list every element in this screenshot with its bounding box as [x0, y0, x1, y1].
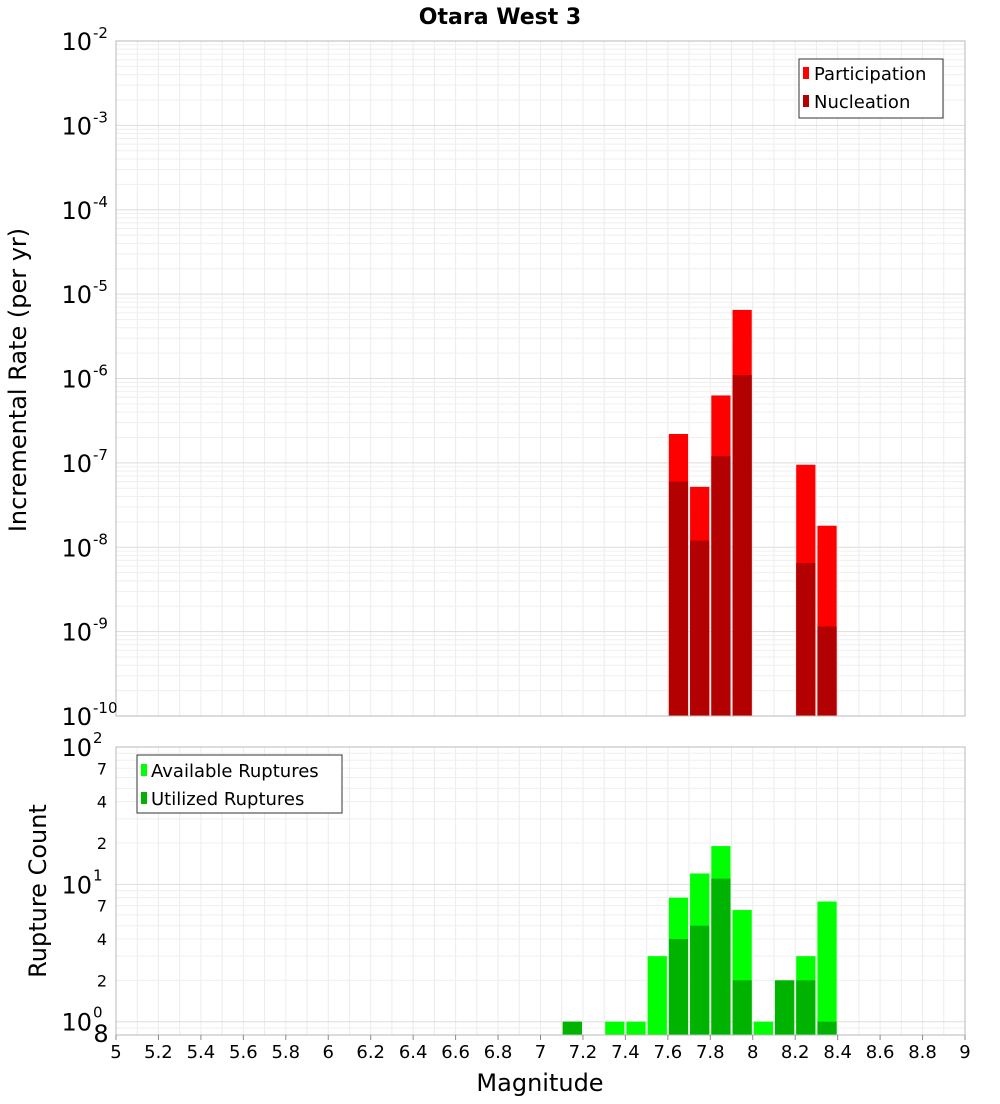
count-series2-bar	[732, 980, 752, 1035]
count-series2-bar	[668, 939, 689, 1035]
rate-y-axis-label: Incremental Rate (per yr)	[4, 228, 32, 532]
x-tick-label: 7.4	[611, 1042, 640, 1063]
x-tick-label: 5.6	[229, 1042, 258, 1063]
count-series2-bar	[817, 1021, 837, 1035]
count-legend: Available Ruptures Utilized Ruptures	[136, 754, 343, 814]
rate-y-tick-exponent: -7	[93, 446, 108, 464]
chart-title: Otara West 3	[419, 5, 581, 30]
rate-y-tick-label: 10	[61, 281, 92, 309]
count-series1-bar	[605, 1021, 625, 1035]
count-y-axis-label: Rupture Count	[24, 804, 52, 978]
rate-y-tick-exponent: -3	[93, 108, 108, 126]
rate-y-tick-label: 10	[61, 450, 92, 478]
rate-y-tick-exponent: -4	[93, 193, 108, 211]
x-axis-label: Magnitude	[476, 1069, 603, 1097]
x-tick-label: 6	[323, 1042, 334, 1063]
count-series2-bar	[562, 1021, 582, 1035]
x-tick-label: 5.8	[271, 1042, 300, 1063]
x-tick-label: 5.4	[187, 1042, 216, 1063]
rate-y-tick-exponent: -8	[93, 530, 108, 548]
nucleation-legend-swatch	[803, 95, 809, 107]
rate-series2-bar	[668, 481, 689, 716]
available-legend-label: Available Ruptures	[151, 761, 319, 782]
count-y-tick-label: 10	[61, 1009, 92, 1037]
available-legend-swatch	[141, 764, 147, 776]
rate-y-tick-label: 10	[61, 28, 92, 56]
count-series2-bar	[711, 878, 731, 1035]
rate-series2-bar	[732, 375, 752, 716]
nucleation-legend-label: Nucleation	[814, 92, 910, 113]
count-series2-bar	[774, 980, 795, 1035]
count-bars	[562, 846, 837, 1035]
x-tick-label: 6.2	[356, 1042, 385, 1063]
rate-y-tick-exponent: -6	[93, 362, 108, 380]
count-y-minor-tick-label: 7	[97, 759, 107, 778]
count-y-minor-tick-label: 2	[97, 834, 107, 853]
count-y-minor-tick-label: 4	[97, 930, 107, 949]
count-y-floor-label: 8	[93, 1020, 108, 1048]
count-series1-bar	[753, 1021, 773, 1035]
rate-y-tick-label: 10	[61, 197, 92, 225]
x-tick-label: 5.2	[144, 1042, 173, 1063]
rate-series2-bar	[711, 456, 731, 716]
count-y-tick-exponent: 0	[93, 1004, 103, 1022]
count-legend-box	[136, 754, 343, 814]
rate-y-tick-label: 10	[61, 366, 92, 394]
count-series2-bar	[796, 980, 816, 1035]
x-tick-label: 7.2	[569, 1042, 598, 1063]
x-tick-label: 9	[959, 1042, 970, 1063]
x-tick-label: 7	[535, 1042, 546, 1063]
utilized-legend-swatch	[141, 792, 147, 804]
count-x-ticks: 5 5.2 5.4 5.6 5.8 6 6.2 6.4 6.6 6.8 7 7.2 7.4 7.6 7.8 8…	[110, 1035, 971, 1063]
participation-legend-swatch	[803, 67, 809, 79]
rate-series2-bar	[817, 626, 837, 716]
rate-plot-frame	[115, 40, 966, 717]
count-y-tick-exponent: 1	[93, 866, 103, 884]
count-y-minor-tick-label: 4	[97, 793, 107, 812]
x-tick-label: 8.2	[781, 1042, 810, 1063]
rate-legend-box	[798, 58, 944, 119]
x-tick-label: 5	[110, 1042, 121, 1063]
x-tick-label: 8.4	[823, 1042, 852, 1063]
x-tick-label: 6.8	[484, 1042, 513, 1063]
rate-grid	[115, 40, 966, 717]
x-tick-label: 8.8	[908, 1042, 937, 1063]
count-series2-bar	[690, 925, 710, 1035]
rate-panel: Otara West 3 10-1010-910-810-710-610-510…	[4, 5, 966, 731]
rate-bars	[668, 309, 837, 716]
count-y-tick-label: 10	[61, 871, 92, 899]
x-tick-label: 8.6	[866, 1042, 895, 1063]
rate-y-tick-exponent: -2	[93, 24, 108, 42]
rate-series2-bar	[796, 563, 816, 716]
rate-y-tick-label: 10	[61, 534, 92, 562]
rate-y-tick-label: 10	[61, 703, 92, 731]
count-series1-bar	[626, 1021, 646, 1035]
rate-legend: Participation Nucleation	[798, 58, 944, 119]
x-tick-label: 7.6	[654, 1042, 683, 1063]
utilized-legend-label: Utilized Ruptures	[151, 789, 304, 810]
rate-y-tick-label: 10	[61, 619, 92, 647]
x-tick-label: 8	[747, 1042, 758, 1063]
rate-y-tick-exponent: -5	[93, 277, 108, 295]
rate-y-tick-exponent: -9	[93, 615, 108, 633]
count-y-minor-tick-label: 2	[97, 971, 107, 990]
count-y-tick-exponent: 2	[93, 729, 103, 747]
x-tick-label: 7.8	[696, 1042, 725, 1063]
participation-legend-label: Participation	[814, 64, 926, 85]
rate-series2-bar	[690, 540, 710, 716]
count-y-minor-tick-label: 7	[97, 897, 107, 916]
count-series1-bar	[647, 956, 667, 1035]
rate-y-tick-exponent: -10	[93, 699, 118, 717]
count-series1-bar	[817, 901, 837, 1035]
rate-y-tick-label: 10	[61, 112, 92, 140]
x-tick-label: 6.6	[441, 1042, 470, 1063]
x-tick-label: 6.4	[399, 1042, 428, 1063]
count-y-tick-label: 10	[61, 734, 92, 762]
